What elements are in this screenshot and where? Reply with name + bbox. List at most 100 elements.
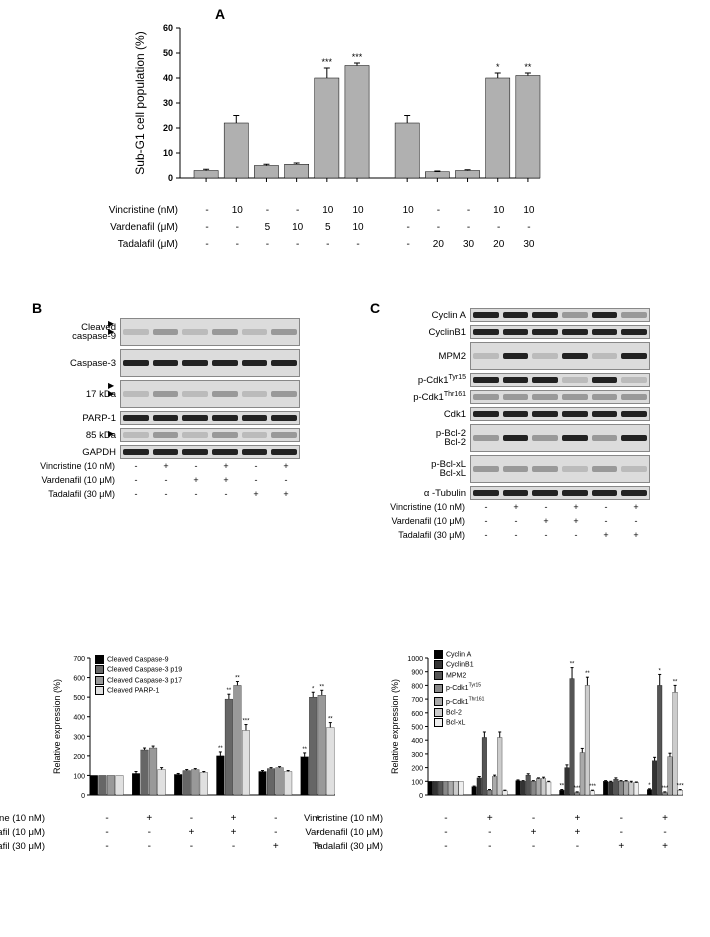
blot-band bbox=[271, 329, 297, 335]
blot-band bbox=[242, 391, 268, 397]
blot-band bbox=[473, 377, 499, 383]
panel-a-chart: 0102030405060Sub-G1 cell population (%)*… bbox=[130, 18, 550, 198]
treatment-value: 5 bbox=[322, 222, 334, 233]
treatment-value: 10 bbox=[231, 205, 243, 216]
treatment-value: + bbox=[541, 516, 551, 526]
legend-item: CyclinB1 bbox=[434, 660, 484, 670]
svg-text:200: 200 bbox=[73, 754, 85, 761]
svg-text:100: 100 bbox=[411, 779, 423, 786]
legend-item: Cleaved Caspase-3 p17 bbox=[95, 676, 182, 686]
blot-band bbox=[271, 415, 297, 421]
svg-text:10: 10 bbox=[163, 148, 173, 158]
treatment-value: - bbox=[144, 827, 154, 838]
blot-band bbox=[473, 329, 499, 335]
svg-text:***: *** bbox=[589, 784, 597, 790]
svg-text:Relative expression (%): Relative expression (%) bbox=[52, 679, 62, 774]
legend-item: Cyclin A bbox=[434, 650, 484, 660]
treatment-value: + bbox=[485, 813, 495, 824]
treatment-value: - bbox=[541, 502, 551, 512]
svg-text:**: ** bbox=[319, 684, 324, 690]
svg-text:400: 400 bbox=[73, 715, 85, 722]
blot-band bbox=[473, 411, 499, 417]
blot-band bbox=[621, 377, 647, 383]
blot-band bbox=[562, 411, 588, 417]
blot-label: p-Bcl-xLBcl-xL bbox=[431, 460, 466, 478]
blot-strip bbox=[470, 308, 650, 322]
blot-band bbox=[532, 466, 558, 472]
treatment-value: - bbox=[601, 516, 611, 526]
blot-row: Cdk1 bbox=[470, 407, 670, 421]
svg-text:400: 400 bbox=[411, 738, 423, 745]
blot-band bbox=[532, 353, 558, 359]
blot-band bbox=[621, 466, 647, 472]
treatment-value: 20 bbox=[432, 239, 444, 250]
treatment-value: - bbox=[271, 813, 281, 824]
svg-text:0: 0 bbox=[81, 793, 85, 800]
blot-band bbox=[503, 377, 529, 383]
blot-band bbox=[153, 360, 179, 366]
treatment-value: - bbox=[616, 813, 626, 824]
blot-band bbox=[153, 329, 179, 335]
panel-c-quant-chart: 01002003004005006007008009001000Relative… bbox=[388, 650, 688, 815]
svg-text:500: 500 bbox=[73, 695, 85, 702]
svg-text:50: 50 bbox=[163, 48, 173, 58]
legend-swatch bbox=[434, 684, 443, 693]
blot-band bbox=[212, 415, 238, 421]
svg-text:**: ** bbox=[227, 688, 232, 694]
svg-text:**: ** bbox=[559, 784, 564, 790]
treatment-value: - bbox=[131, 475, 141, 485]
treatment-value: + bbox=[571, 502, 581, 512]
treatment-label: Vincristine (10 nM) bbox=[288, 813, 383, 824]
blot-strip bbox=[470, 424, 650, 452]
blot-band bbox=[212, 449, 238, 455]
blot-label: p-Cdk1Tyr15 bbox=[418, 374, 466, 386]
legend-label: p-Cdk1Thr161 bbox=[446, 699, 484, 706]
svg-text:100: 100 bbox=[73, 773, 85, 780]
treatment-value: - bbox=[144, 841, 154, 852]
svg-text:Sub-G1 cell population (%): Sub-G1 cell population (%) bbox=[133, 31, 147, 174]
treatment-label: Vincristine (10 nM) bbox=[15, 461, 115, 471]
blot-band bbox=[503, 466, 529, 472]
treatment-value: + bbox=[186, 827, 196, 838]
treatment-value: + bbox=[229, 827, 239, 838]
treatment-label: Tadalafil (30 μM) bbox=[0, 841, 45, 852]
treatment-value: - bbox=[402, 239, 414, 250]
legend-swatch bbox=[95, 665, 104, 674]
blot-band bbox=[562, 353, 588, 359]
treatment-label: Vardenafil (10 μM) bbox=[15, 475, 115, 485]
treatment-label: Vincristine (10 nM) bbox=[365, 502, 465, 512]
treatment-value: - bbox=[441, 827, 451, 838]
blot-row: p-Bcl-xLBcl-xL bbox=[470, 455, 670, 483]
blot-band bbox=[532, 329, 558, 335]
treatment-value: - bbox=[485, 841, 495, 852]
blot-band bbox=[473, 394, 499, 400]
blot-band bbox=[621, 312, 647, 318]
legend-label: Cleaved PARP-1 bbox=[107, 687, 159, 694]
panel-b-blot: Cleavedcaspase-9Caspase-317 kDaPARP-185 … bbox=[120, 318, 320, 462]
treatment-value: + bbox=[631, 530, 641, 540]
treatment-value: 10 bbox=[352, 222, 364, 233]
panel-c-letter: C bbox=[370, 300, 380, 316]
treatment-value: - bbox=[186, 841, 196, 852]
blot-row: Cleavedcaspase-9 bbox=[120, 318, 320, 346]
blot-band bbox=[532, 490, 558, 496]
treatment-value: + bbox=[511, 502, 521, 512]
svg-text:**: ** bbox=[302, 747, 307, 753]
legend-item: Bcl-2 bbox=[434, 708, 484, 718]
treatment-value: 10 bbox=[493, 205, 505, 216]
blot-band bbox=[153, 449, 179, 455]
blot-label: CyclinB1 bbox=[429, 327, 467, 338]
blot-band bbox=[153, 391, 179, 397]
svg-text:**: ** bbox=[235, 675, 240, 681]
blot-label: Cyclin A bbox=[432, 310, 466, 321]
blot-strip bbox=[470, 486, 650, 500]
treatment-value: - bbox=[441, 841, 451, 852]
treatment-value: - bbox=[271, 827, 281, 838]
blot-band bbox=[503, 353, 529, 359]
svg-text:300: 300 bbox=[73, 734, 85, 741]
legend-label: CyclinB1 bbox=[446, 662, 474, 669]
svg-text:***: *** bbox=[677, 784, 685, 790]
svg-text:30: 30 bbox=[163, 98, 173, 108]
treatment-value: - bbox=[511, 530, 521, 540]
blot-band bbox=[621, 411, 647, 417]
